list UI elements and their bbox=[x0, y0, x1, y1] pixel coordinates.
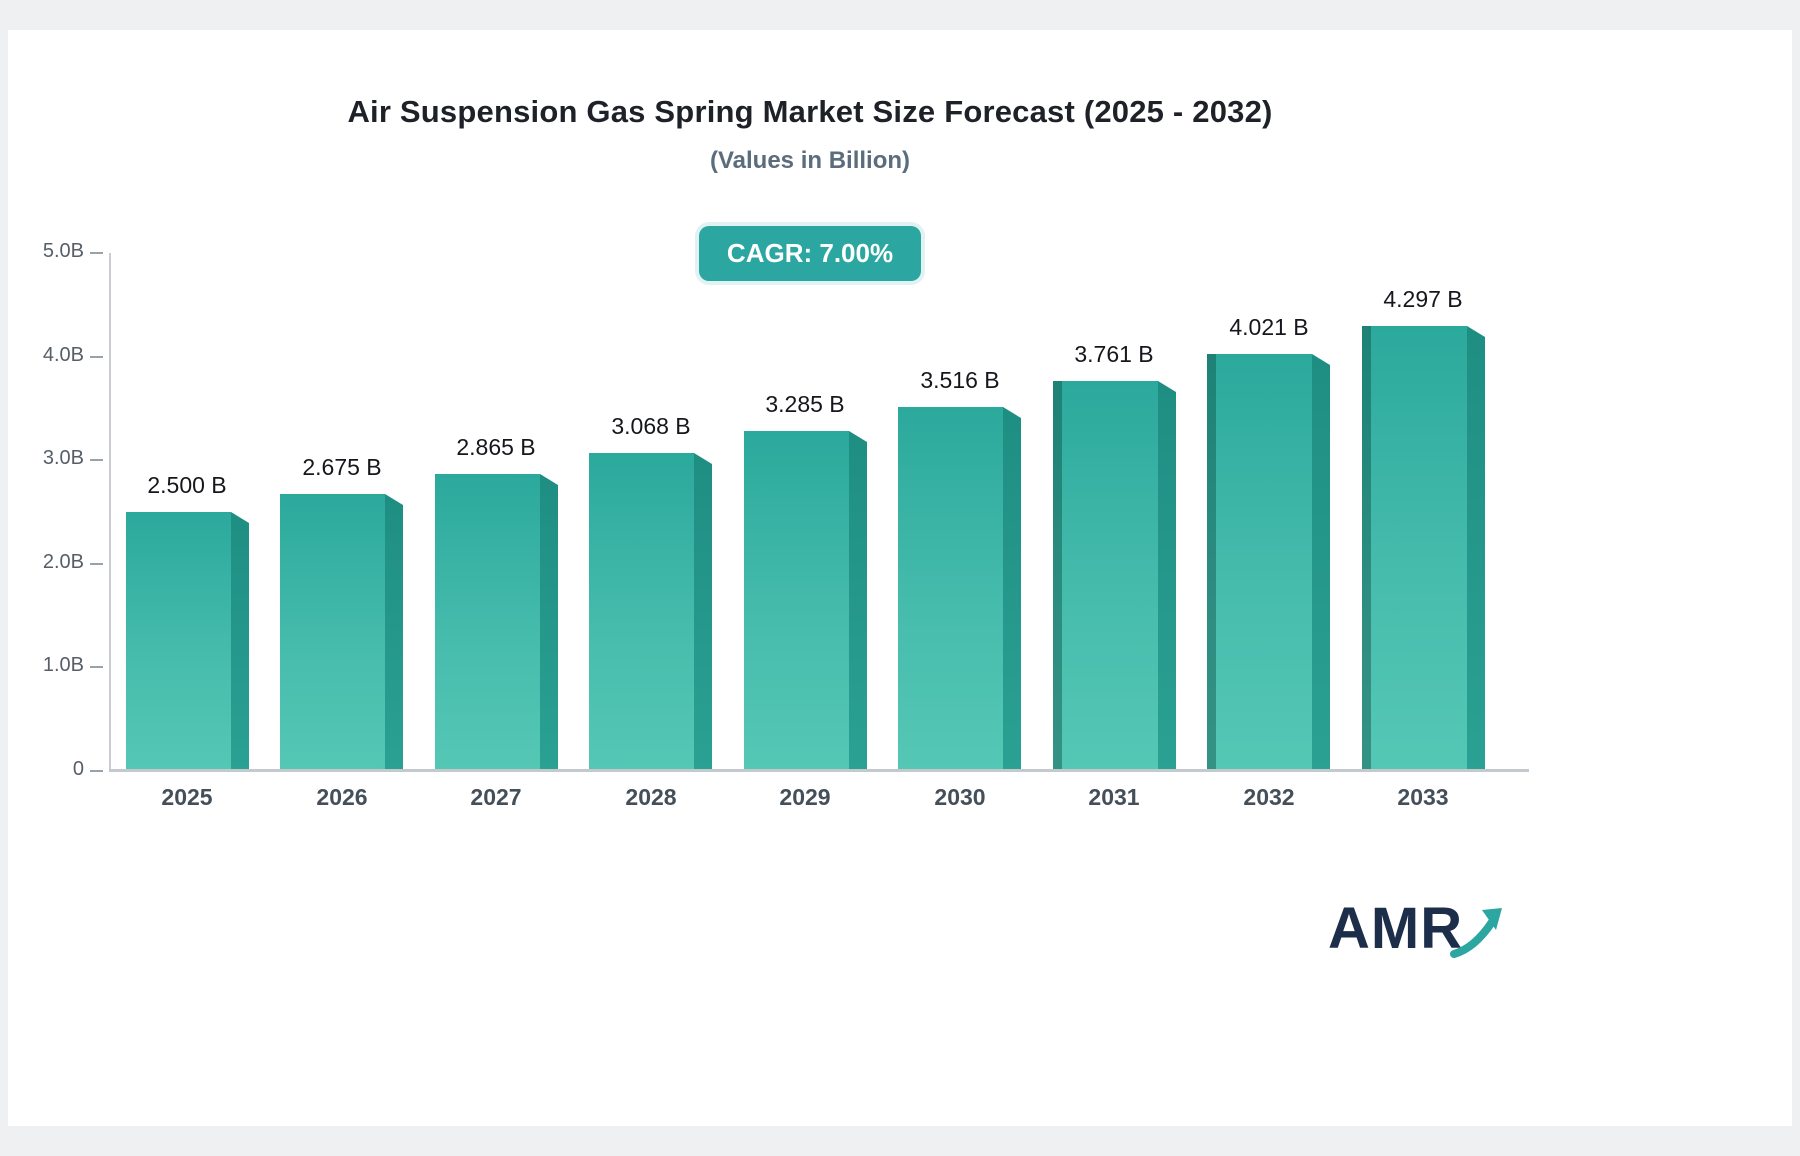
bar bbox=[589, 453, 694, 771]
bar-value-label: 3.516 B bbox=[920, 367, 1000, 393]
bar bbox=[280, 494, 385, 771]
bar-value-label: 4.297 B bbox=[1383, 286, 1463, 312]
y-axis-line bbox=[109, 253, 111, 771]
bar-value-label: 4.021 B bbox=[1229, 314, 1309, 340]
x-axis-tick-label: 2033 bbox=[1397, 784, 1449, 810]
cagr-badge-wrap: CAGR: 7.00% bbox=[0, 226, 1620, 281]
bar-3d-side bbox=[231, 512, 249, 771]
y-axis-tick-label: 1.0B bbox=[42, 654, 84, 677]
bar bbox=[1053, 381, 1158, 771]
bar-3d-side bbox=[849, 431, 867, 771]
y-axis-tick-mark bbox=[90, 459, 103, 462]
y-axis-tick-mark bbox=[90, 666, 103, 669]
y-axis-tick-label: 0 bbox=[72, 758, 84, 780]
bar-3d-side bbox=[1467, 326, 1485, 771]
bar-3d-side bbox=[694, 453, 712, 771]
bar bbox=[435, 474, 540, 771]
y-axis-tick-mark bbox=[90, 770, 103, 772]
chart-title: Air Suspension Gas Spring Market Size Fo… bbox=[347, 94, 1273, 129]
y-axis-tick-label: 2.0B bbox=[42, 550, 84, 573]
bar bbox=[1207, 354, 1312, 771]
x-axis-tick-label: 2032 bbox=[1243, 784, 1295, 810]
x-axis-line bbox=[109, 769, 1529, 772]
bar-3d-side bbox=[540, 474, 558, 771]
bar bbox=[898, 407, 1003, 771]
y-axis-tick-mark bbox=[90, 562, 103, 565]
bar-3d-left-edge bbox=[1053, 381, 1062, 771]
bar-value-label: 3.761 B bbox=[1074, 341, 1154, 367]
x-axis-tick-label: 2031 bbox=[1088, 784, 1140, 810]
bar bbox=[744, 431, 849, 771]
bar-value-label: 2.675 B bbox=[302, 454, 382, 480]
bar-3d-side bbox=[385, 494, 403, 771]
bar-value-label: 2.500 B bbox=[147, 472, 227, 498]
bar-value-label: 3.285 B bbox=[765, 391, 845, 417]
bar bbox=[1362, 326, 1467, 771]
bar-3d-left-edge bbox=[1362, 326, 1371, 771]
x-axis-tick-label: 2027 bbox=[470, 784, 522, 810]
y-axis-tick-label: 4.0B bbox=[42, 343, 84, 366]
y-axis-tick-label: 3.0B bbox=[42, 447, 84, 470]
bar-3d-side bbox=[1003, 407, 1021, 771]
cagr-badge: CAGR: 7.00% bbox=[698, 226, 922, 281]
bar bbox=[126, 512, 231, 771]
growth-arrow-icon bbox=[1450, 908, 1502, 958]
bar-value-label: 3.068 B bbox=[611, 413, 691, 439]
amr-logo: AMR bbox=[1328, 894, 1528, 974]
bar-3d-side bbox=[1312, 354, 1330, 771]
amr-logo-text: AMR bbox=[1328, 896, 1464, 961]
x-axis-tick-label: 2028 bbox=[625, 784, 677, 810]
y-axis-tick-mark bbox=[90, 252, 103, 254]
x-axis-tick-label: 2029 bbox=[779, 784, 831, 810]
y-axis-tick-mark bbox=[90, 355, 103, 358]
x-axis-tick-label: 2030 bbox=[934, 784, 986, 810]
x-axis-tick-label: 2026 bbox=[316, 784, 368, 810]
bar-3d-side bbox=[1158, 381, 1176, 771]
y-axis-tick-label: 5.0B bbox=[42, 240, 84, 262]
bar-3d-left-edge bbox=[1207, 354, 1216, 771]
bar-value-label: 2.865 B bbox=[456, 434, 536, 460]
chart-subtitle: (Values in Billion) bbox=[709, 147, 911, 174]
x-axis-tick-label: 2025 bbox=[161, 784, 213, 810]
